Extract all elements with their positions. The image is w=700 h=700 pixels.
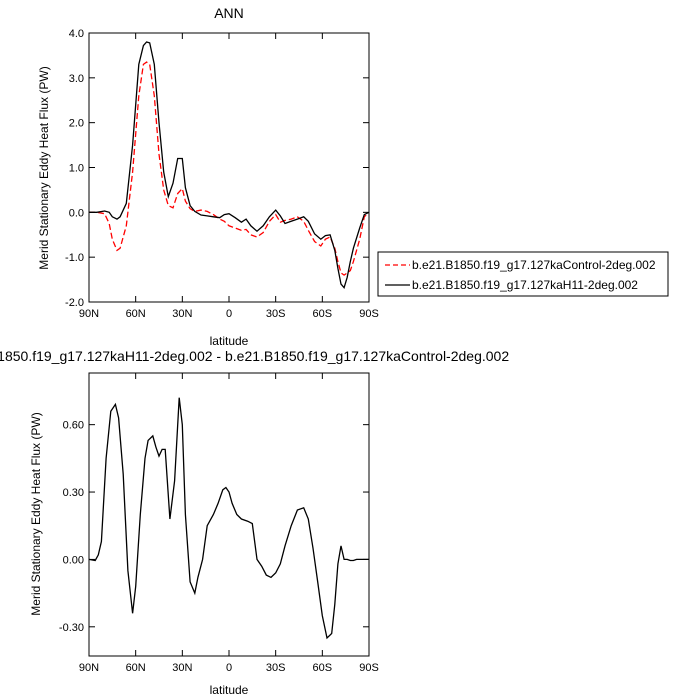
legend-label-control: b.e21.B1850.f19_g17.127kaControl-2deg.00… <box>412 258 656 272</box>
bottom-y-tick-label: -0.30 <box>59 622 84 634</box>
top-x-tick-label: 90N <box>79 308 99 320</box>
bottom-x-tick-label: 0 <box>226 662 232 674</box>
legend-label-h11: b.e21.B1850.f19_g17.127kaH11-2deg.002 <box>412 278 638 292</box>
top-y-ticks: -2.0 -1.0 0.0 1.0 2.0 3.0 4.0 <box>65 28 369 309</box>
top-plot-content <box>89 41 370 290</box>
top-y-tick-label: 1.0 <box>69 163 84 175</box>
legend-box <box>377 251 669 297</box>
top-y-tick-label: 3.0 <box>69 73 84 85</box>
bottom-series-line-0 <box>88 397 369 640</box>
bottom-y-tick-label: 0.00 <box>63 554 84 566</box>
top-y-axis-label: Merid Stationary Eddy Heat Flux (PW) <box>37 66 51 269</box>
top-x-tick-label: 0 <box>226 308 232 320</box>
top-y-tick-label: -1.0 <box>65 252 84 264</box>
bottom-chart-title: b.e21.B1850.f19_g17.127kaH11-2deg.002 - … <box>0 348 509 364</box>
top-y-tick-label: 0.0 <box>69 207 84 219</box>
bottom-y-ticks: -0.30 0.00 0.30 0.60 <box>59 420 369 634</box>
top-x-axis-label: latitude <box>210 334 249 348</box>
bottom-y-axis-label: Merid Stationary Eddy Heat Flux (PW) <box>29 412 43 615</box>
bottom-x-tick-label: 30S <box>266 662 286 674</box>
bottom-x-tick-label: 90N <box>79 662 99 674</box>
top-series-line-1 <box>89 41 370 290</box>
bottom-x-tick-label: 60N <box>126 662 146 674</box>
bottom-panel: b.e21.B1850.f19_g17.127kaH11-2deg.002 - … <box>0 348 509 697</box>
bottom-y-tick-label: 0.60 <box>63 420 84 432</box>
top-x-tick-label: 60S <box>313 308 333 320</box>
top-chart-title: ANN <box>214 5 244 21</box>
top-x-tick-label: 90S <box>359 308 379 320</box>
bottom-plot-content <box>88 397 369 640</box>
top-x-ticks: 90N 60N 30N 0 30S 60S 90S <box>79 33 379 320</box>
bottom-x-tick-label: 30N <box>172 662 192 674</box>
bottom-x-ticks: 90N 60N 30N 0 30S 60S 90S <box>79 373 379 674</box>
bottom-y-tick-label: 0.30 <box>63 487 84 499</box>
bottom-x-axis-label: latitude <box>210 683 249 697</box>
bottom-plot-frame <box>88 372 370 657</box>
top-x-tick-label: 30S <box>266 308 286 320</box>
top-plot-frame <box>88 32 370 303</box>
legend: b.e21.B1850.f19_g17.127kaControl-2deg.00… <box>377 251 669 297</box>
top-y-tick-label: 4.0 <box>69 28 84 40</box>
top-panel: ANN -2.0 -1.0 0.0 1.0 2.0 3.0 4.0 90N 60N 30N 0 30… <box>37 5 669 348</box>
bottom-x-tick-label: 90S <box>359 662 379 674</box>
bottom-x-tick-label: 60S <box>313 662 333 674</box>
top-x-tick-label: 30N <box>172 308 192 320</box>
top-series-line-0 <box>89 61 370 276</box>
top-x-tick-label: 60N <box>126 308 146 320</box>
top-y-tick-label: 2.0 <box>69 118 84 130</box>
top-y-tick-label: -2.0 <box>65 297 84 309</box>
